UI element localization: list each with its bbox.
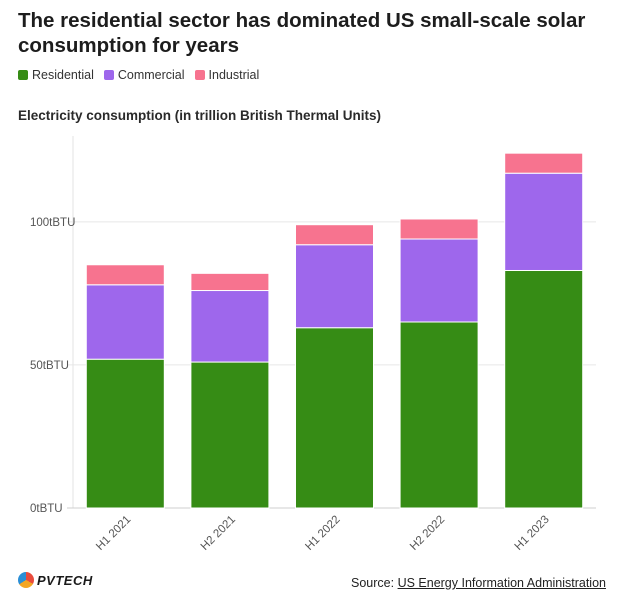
x-tick-label: H2 2022	[408, 514, 447, 553]
legend-label-industrial: Industrial	[208, 68, 260, 82]
y-tick-label: 100tBTU	[30, 217, 75, 229]
pvtech-logo-text: PVTECH	[37, 572, 93, 588]
legend-swatch-industrial	[194, 70, 205, 80]
source-label: Source:	[350, 576, 395, 590]
x-tick-label: H1 2023	[513, 514, 552, 553]
bar-industrial-2	[295, 224, 374, 246]
legend-item-residential: Residential	[18, 68, 94, 82]
bar-commercial-0	[85, 284, 165, 360]
legend-item-commercial: Commercial	[103, 68, 185, 82]
x-tick-label: H1 2021	[94, 514, 133, 553]
x-tick-label: H1 2022	[303, 514, 342, 553]
legend-swatch-commercial	[103, 70, 114, 80]
bar-chart: 0tBTU 50tBTU 100tBTU H1 2021 H2 2021 H1 2022 H…	[30, 136, 596, 553]
chart-title: The residential sector has dominated US …	[18, 9, 586, 57]
bar-commercial-1	[190, 290, 270, 363]
bar-industrial-1	[190, 272, 270, 292]
x-tick-label: H2 2021	[199, 514, 238, 553]
bar-residential-1	[190, 361, 270, 509]
bar-commercial-4	[504, 172, 584, 271]
bar-residential-3	[399, 321, 479, 509]
bar-residential-2	[295, 327, 374, 509]
bar-industrial-3	[399, 218, 479, 240]
pvtech-logo: PVTECH	[18, 572, 93, 588]
bars	[85, 152, 584, 509]
pvtech-logo-icon	[18, 572, 34, 588]
y-tick-label: 50tBTU	[30, 360, 69, 372]
bar-residential-0	[85, 358, 165, 509]
bar-industrial-0	[85, 264, 165, 286]
legend-swatch-residential	[18, 70, 28, 80]
bar-commercial-3	[399, 238, 479, 323]
legend-item-industrial: Industrial	[194, 68, 260, 82]
bar-commercial-2	[295, 244, 374, 329]
bar-residential-4	[504, 269, 584, 509]
legend-label-residential: Residential	[32, 68, 94, 82]
source-link[interactable]: US Energy Information Administration	[397, 576, 606, 590]
legend-label-commercial: Commercial	[117, 68, 185, 82]
bar-industrial-4	[504, 152, 584, 174]
chart-subtitle: Electricity consumption (in trillion Bri…	[18, 108, 382, 123]
legend: Residential Commercial Industrial	[18, 68, 259, 82]
y-tick-label: 0tBTU	[30, 503, 63, 515]
source-note: Source: US Energy Information Administra…	[351, 576, 606, 590]
